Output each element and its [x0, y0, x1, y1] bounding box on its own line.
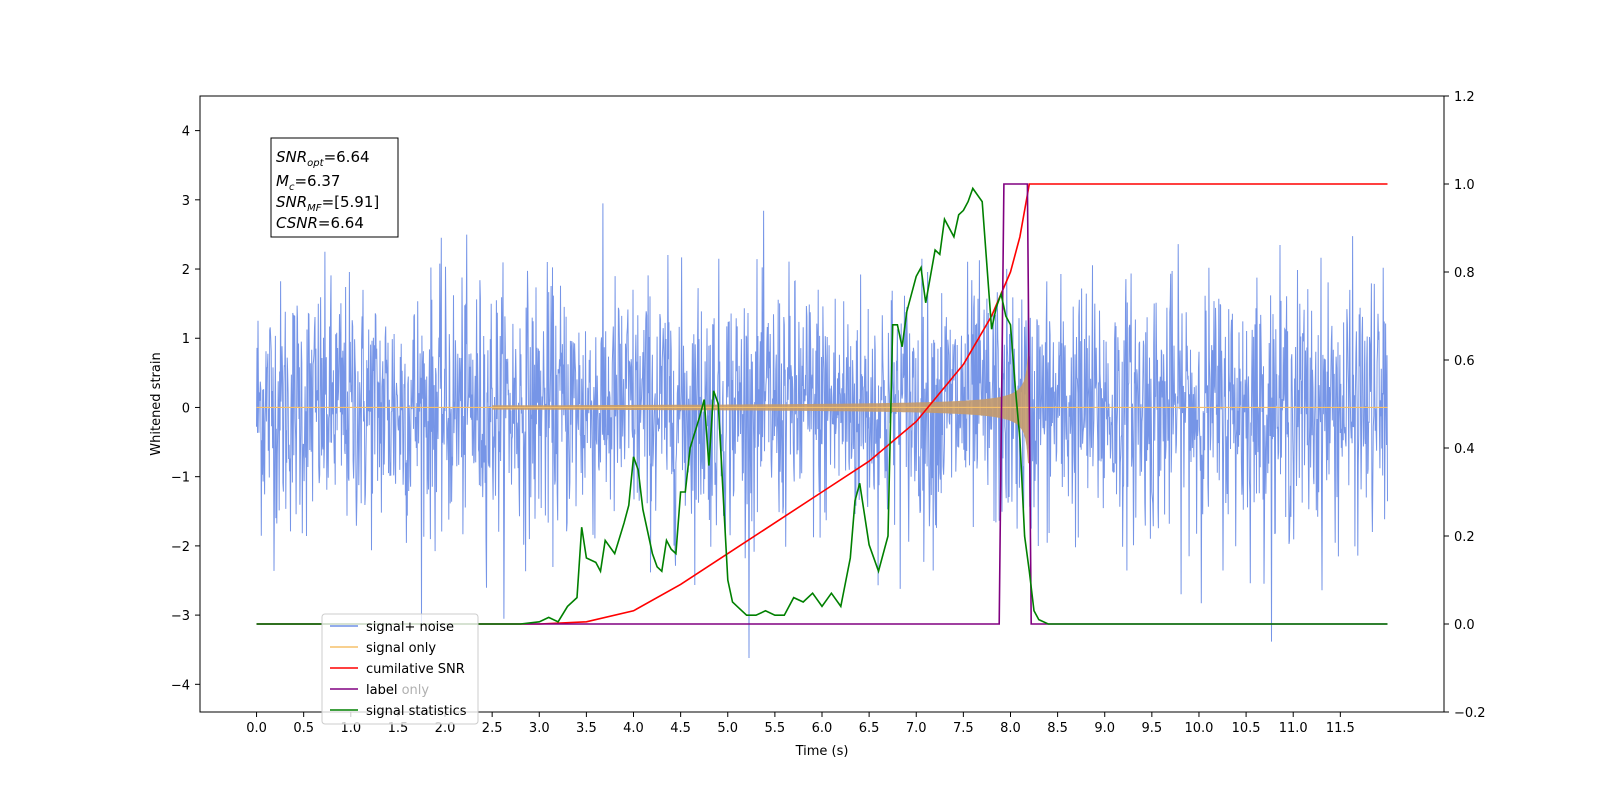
annotation-line: CSNR=6.64 — [276, 214, 364, 232]
legend: signal+ noise signal only cumilative SNR… — [321, 613, 479, 725]
x-tick-label: 0.0 — [246, 721, 267, 736]
annotation-line: SNRMF=[5.91] — [276, 193, 379, 214]
legend-item: signal+ noise — [330, 620, 454, 635]
annotation-frame — [270, 137, 399, 238]
axis-ticks: 0.0 0.5 1.0 1.5 2.0 2.5 3.0 3.5 4.0 4.5 5.0 5.5 6.0 6… — [171, 90, 1486, 736]
x-tick-label: 4.0 — [623, 721, 644, 736]
legend-frame — [321, 613, 479, 725]
x-tick-label: 10.5 — [1232, 721, 1261, 736]
y2-tick-label: −0.2 — [1454, 706, 1486, 721]
x-tick-label: 3.0 — [529, 721, 550, 736]
legend-item: signal statistics — [330, 704, 467, 719]
x-tick-label: 8.5 — [1047, 721, 1068, 736]
y-tick-label: 3 — [182, 194, 190, 209]
legend-label: signal statistics — [366, 704, 467, 719]
legend-label: signal only — [366, 641, 436, 656]
legend-label: cumilative SNR — [366, 662, 465, 677]
legend-item: signal only — [330, 641, 436, 656]
legend-item: label only label — [330, 683, 429, 698]
y-tick-label: 4 — [182, 125, 190, 140]
y2-tick-label: 0.6 — [1454, 354, 1475, 369]
y2-tick-label: 0.4 — [1454, 442, 1475, 457]
series-noise-line — [256, 203, 1388, 659]
x-tick-label: 7.0 — [906, 721, 927, 736]
x-tick-label: 3.5 — [576, 721, 597, 736]
x-tick-label: 6.0 — [812, 721, 833, 736]
x-tick-label: 9.0 — [1094, 721, 1115, 736]
x-tick-label: 2.0 — [435, 721, 456, 736]
annotation-line: Mc=6.37 — [276, 172, 340, 193]
y-tick-label: −1 — [171, 471, 190, 486]
legend-label: signal+ noise — [366, 620, 454, 635]
x-tick-label: 5.5 — [765, 721, 786, 736]
x-tick-label: 1.0 — [340, 721, 361, 736]
x-tick-label: 2.5 — [482, 721, 503, 736]
series-line — [256, 186, 1388, 625]
y-tick-label: 1 — [182, 332, 190, 347]
y-tick-label: 0 — [182, 401, 190, 416]
y-tick-label: 2 — [182, 263, 190, 278]
x-tick-label: 4.5 — [670, 721, 691, 736]
y-tick-label: −4 — [171, 678, 190, 693]
x-tick-label: 7.5 — [953, 721, 974, 736]
y2-tick-label: 0.8 — [1454, 266, 1475, 281]
y-tick-label: −3 — [171, 609, 190, 624]
x-tick-label: 9.5 — [1142, 721, 1163, 736]
y2-tick-label: 1.2 — [1454, 90, 1475, 105]
x-tick-label: 5.0 — [717, 721, 738, 736]
x-axis-label: Time (s) — [795, 744, 849, 759]
y2-tick-label: 0.0 — [1454, 618, 1475, 633]
x-tick-label: 10.0 — [1184, 721, 1213, 736]
x-tick-label: 6.5 — [859, 721, 880, 736]
legend-label: label — [366, 683, 397, 698]
x-tick-label: 11.5 — [1326, 721, 1355, 736]
x-tick-label: 0.5 — [293, 721, 314, 736]
plot-area — [256, 183, 1388, 659]
y-axis-label: Whitened strain — [149, 352, 164, 455]
y-tick-label: −2 — [171, 540, 190, 555]
x-tick-label: 11.0 — [1279, 721, 1308, 736]
annotation-box: SNRopt=6.64 Mc=6.37 SNRMF=[5.91] CSNR=6.… — [270, 137, 399, 238]
y2-tick-label: 0.2 — [1454, 530, 1475, 545]
x-tick-label: 1.5 — [388, 721, 409, 736]
annotation-line: SNRopt=6.64 — [276, 148, 370, 169]
legend-label-faded: label only — [366, 683, 429, 698]
legend-item: cumilative SNR — [330, 662, 465, 677]
series-line — [256, 183, 1388, 625]
y2-tick-label: 1.0 — [1454, 178, 1475, 193]
x-tick-label: 8.0 — [1000, 721, 1021, 736]
